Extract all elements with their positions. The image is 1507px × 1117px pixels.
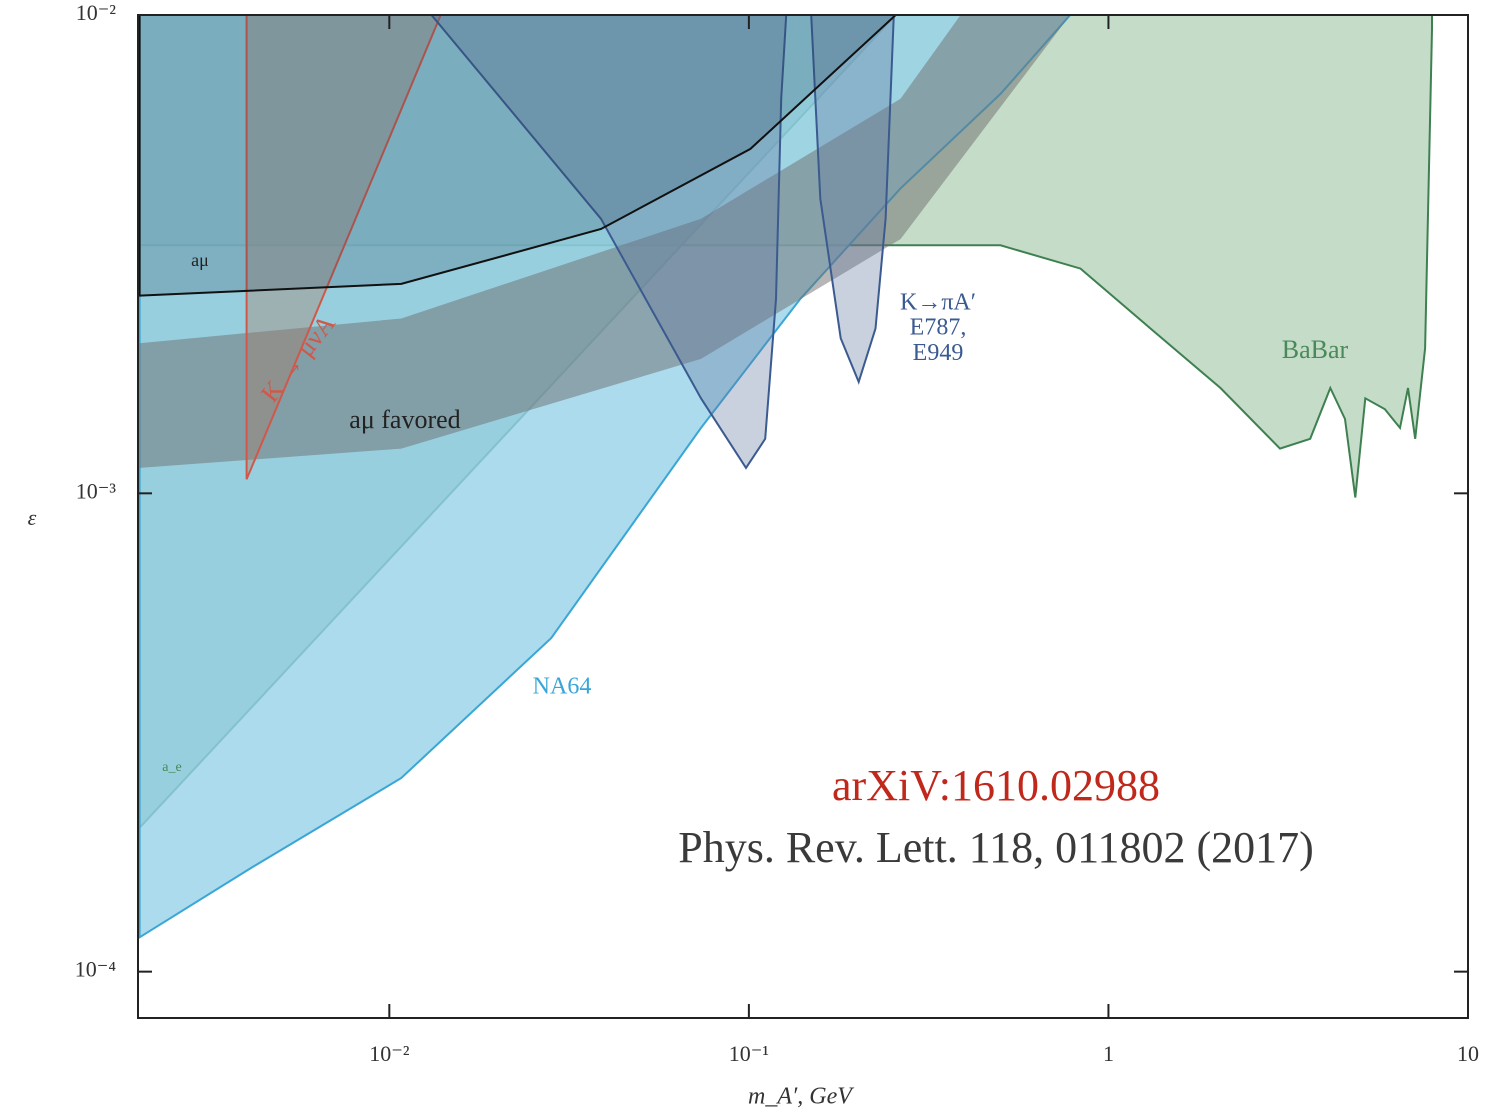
y-tick-label: 10⁻³ bbox=[76, 478, 117, 503]
y-tick-label: 10⁻² bbox=[76, 0, 117, 25]
y-tick-label: 10⁻⁴ bbox=[75, 957, 117, 982]
region-label: BaBar bbox=[1282, 335, 1349, 364]
annotation: Phys. Rev. Lett. 118, 011802 (2017) bbox=[678, 823, 1314, 872]
x-axis-title: m_A′, GeV bbox=[748, 1084, 854, 1110]
annotation: arXiV:1610.02988 bbox=[832, 761, 1160, 810]
x-tick-label: 10 bbox=[1457, 1041, 1479, 1066]
region bbox=[245, 15, 442, 480]
region-label: a_e bbox=[162, 760, 181, 775]
plot-area bbox=[138, 15, 1433, 940]
region bbox=[139, 15, 1071, 468]
region-label: NA64 bbox=[533, 674, 592, 700]
y-axis-title: ε bbox=[28, 505, 37, 530]
region-label: aμ bbox=[191, 250, 209, 270]
region-label: aμ favored bbox=[349, 405, 460, 434]
region-label: E787, bbox=[910, 315, 967, 341]
region bbox=[430, 15, 895, 470]
x-tick-label: 10⁻¹ bbox=[729, 1041, 769, 1066]
region bbox=[138, 15, 898, 297]
region-label: K→πA′ bbox=[900, 290, 976, 316]
region-label: E949 bbox=[913, 340, 964, 366]
x-tick-label: 10⁻² bbox=[369, 1041, 410, 1066]
x-tick-label: 1 bbox=[1103, 1041, 1114, 1066]
plot-frame bbox=[137, 14, 1469, 1019]
